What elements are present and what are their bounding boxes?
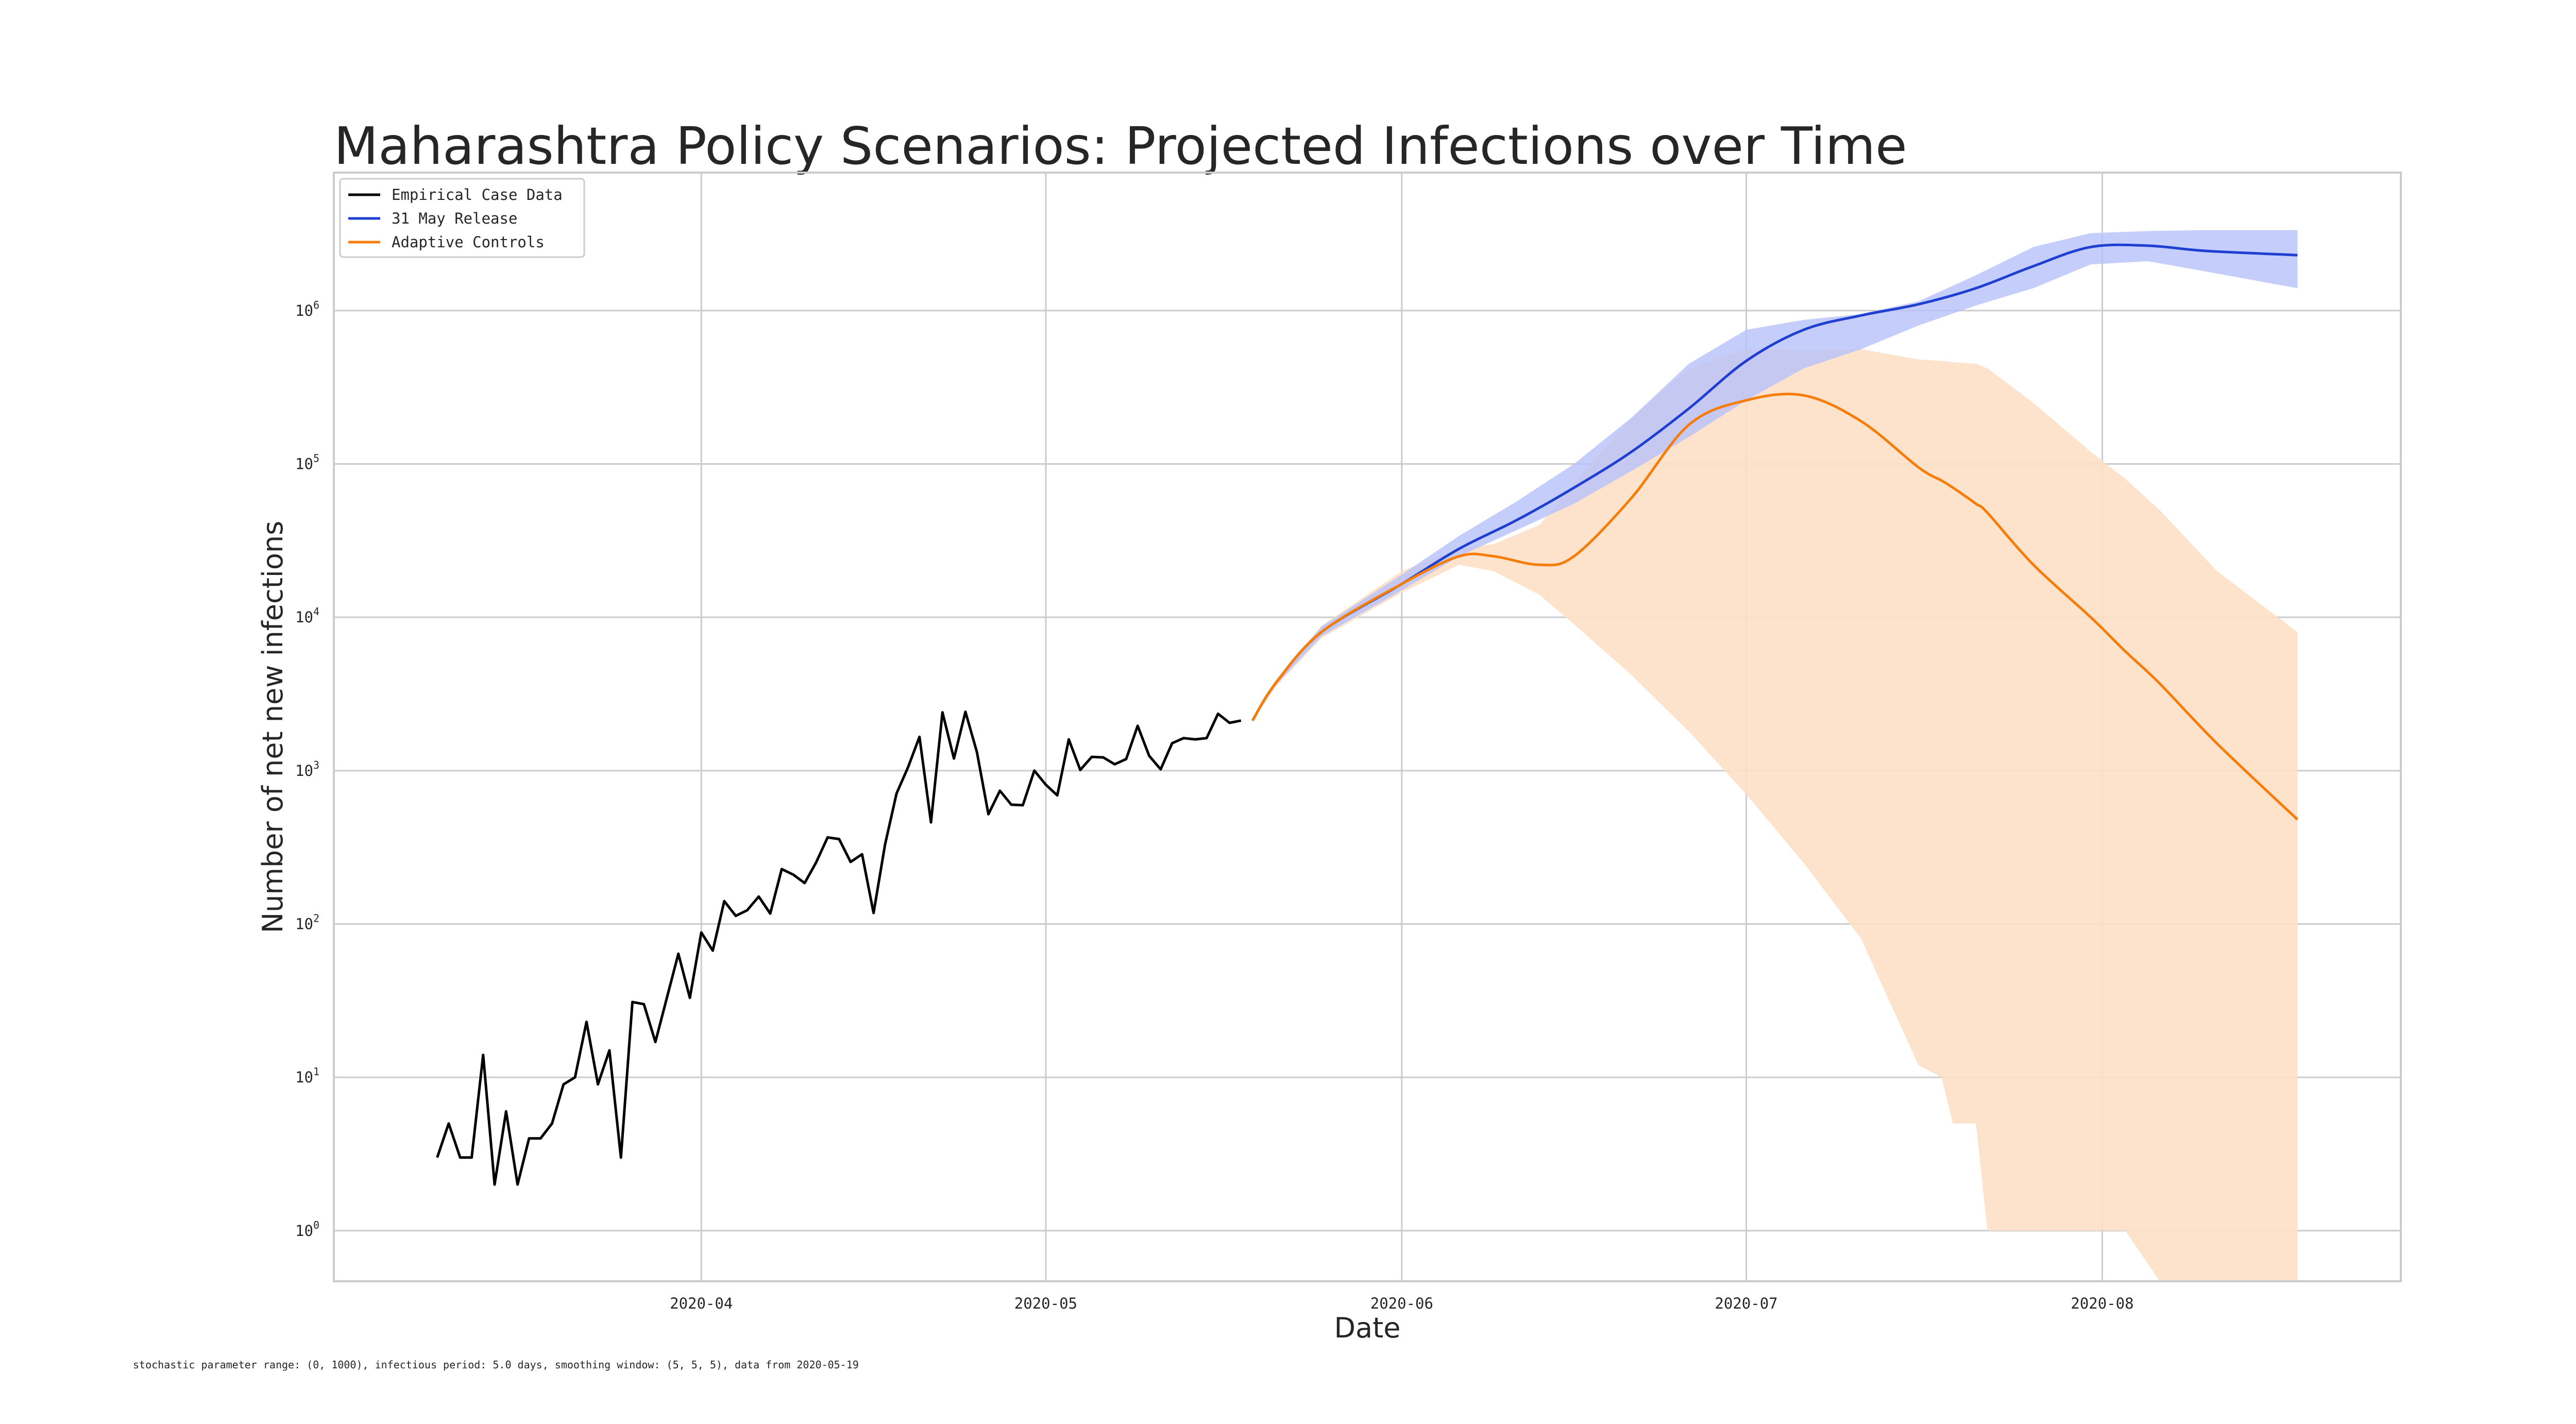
series-lines	[436, 243, 2299, 1186]
release-confidence-band	[1252, 230, 2298, 721]
x-tick-label: 2020-04	[670, 1295, 733, 1312]
y-tick-label: 101	[295, 1065, 319, 1086]
y-tick-labels: 100 101 102 103 104 105 106	[295, 299, 319, 1240]
y-tick-label: 100	[295, 1219, 319, 1240]
y-tick-label: 102	[295, 912, 319, 933]
y-tick-label: 106	[295, 299, 319, 319]
chart-title: Maharashtra Policy Scenarios: Projected …	[334, 116, 1907, 176]
adaptive-projection-line	[1251, 393, 2299, 821]
footnote: stochastic parameter range: (0, 1000), i…	[133, 1359, 859, 1371]
adaptive-confidence-band	[1252, 349, 2298, 1281]
legend-label-release: 31 May Release	[392, 210, 517, 227]
legend-label-adaptive: Adaptive Controls	[392, 233, 545, 251]
x-tick-labels: 2020-04 2020-05 2020-06 2020-07 2020-08	[670, 1295, 2133, 1312]
plot-frame	[333, 172, 2402, 1282]
legend-box	[339, 178, 585, 258]
y-tick-label: 105	[295, 452, 319, 473]
x-tick-label: 2020-08	[2071, 1295, 2133, 1312]
y-tick-label: 104	[295, 605, 319, 626]
confidence-bands	[1252, 230, 2298, 1281]
x-tick-label: 2020-05	[1014, 1295, 1077, 1312]
x-tick-label: 2020-07	[1715, 1295, 1777, 1312]
legend: Empirical Case Data 31 May Release Adapt…	[339, 178, 585, 258]
legend-label-empirical: Empirical Case Data	[392, 186, 563, 204]
x-tick-label: 2020-06	[1370, 1295, 1433, 1312]
x-axis-title: Date	[1334, 1312, 1400, 1344]
y-tick-label: 103	[295, 759, 319, 779]
empirical-case-line	[436, 710, 1242, 1186]
y-axis-title: Number of net new infections	[257, 521, 289, 934]
